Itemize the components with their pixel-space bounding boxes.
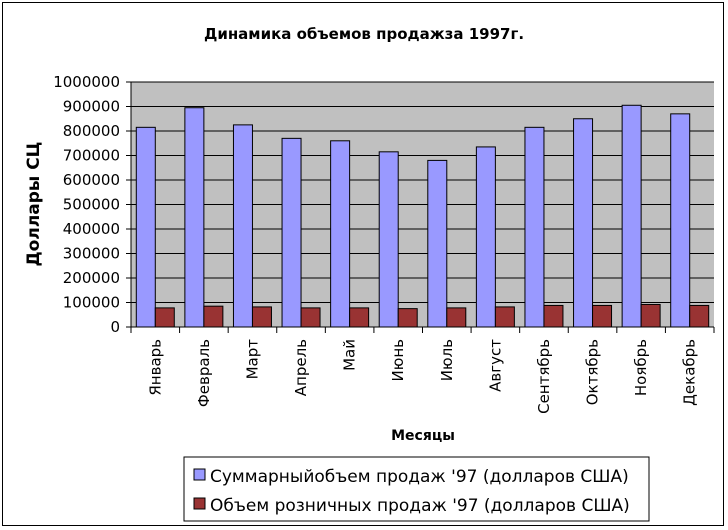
bar-retail-sales (446, 307, 467, 328)
x-tick-label: Май (341, 339, 359, 371)
legend-box (183, 456, 650, 522)
bar-retail-sales (397, 308, 418, 328)
bar-total-sales (378, 151, 399, 328)
bar-total-sales (232, 124, 253, 328)
bar-total-sales (524, 126, 545, 328)
bars (135, 104, 710, 328)
x-tick-label: Июнь (389, 339, 407, 382)
x-tick-label: Июль (438, 339, 456, 381)
bar-total-sales (621, 104, 642, 328)
gridlines (131, 81, 714, 303)
legend-swatch-retail (193, 497, 206, 510)
bar-retail-sales (251, 306, 272, 328)
y-tick-label: 600000 (63, 171, 120, 189)
bar-retail-sales (203, 305, 224, 328)
x-tick-label: Сентябрь (535, 339, 553, 414)
x-axis-ticks: Январь Февраль Март Апрель Май Июнь Июль Август… (130, 327, 715, 414)
legend-label-total: Суммарныйобъем продаж '97 (долларов США) (210, 467, 629, 487)
y-tick-label: 500000 (63, 196, 120, 214)
legend-label-retail: Объем розничных продаж '97 (долларов США… (210, 496, 630, 516)
legend-swatch-total (193, 468, 206, 481)
chart-title: Динамика объемов продажза 1997г. (204, 25, 524, 43)
bar-total-sales (475, 146, 496, 328)
x-tick-label: Август (486, 339, 504, 392)
bar-retail-sales (689, 304, 710, 328)
y-tick-label: 800000 (63, 122, 120, 140)
y-tick-label: 900000 (63, 98, 120, 116)
y-tick-label: 0 (110, 318, 120, 336)
bar-total-sales (573, 118, 594, 328)
y-tick-label: 100000 (63, 294, 120, 312)
bar-retail-sales (154, 307, 175, 328)
bar-total-sales (670, 113, 691, 328)
bar-total-sales (184, 107, 205, 328)
y-tick-label: 700000 (63, 147, 120, 165)
x-tick-label: Декабрь (681, 339, 699, 406)
y-axis-title: Доллары СЦ (24, 142, 44, 267)
y-axis-ticks: 0 100000 200000 300000 400000 500000 600000 700… (53, 73, 131, 336)
bar-retail-sales (543, 304, 564, 328)
bar-retail-sales (300, 307, 321, 328)
bar-retail-sales (494, 306, 515, 328)
x-tick-label: Апрель (292, 339, 310, 396)
bar-retail-sales (640, 303, 661, 328)
x-tick-label: Март (243, 339, 261, 380)
y-tick-label: 1000000 (53, 73, 120, 91)
y-tick-label: 300000 (63, 245, 120, 263)
bar-total-sales (281, 137, 302, 328)
x-tick-label: Октябрь (584, 339, 602, 405)
bar-total-sales (135, 126, 156, 328)
bar-retail-sales (592, 304, 613, 328)
y-tick-label: 200000 (63, 269, 120, 287)
x-tick-label: Ноябрь (632, 339, 650, 396)
bar-total-sales (330, 140, 351, 328)
bar-total-sales (427, 159, 448, 328)
x-tick-label: Февраль (195, 339, 213, 407)
x-axis-title: Месяцы (391, 428, 455, 444)
y-tick-label: 400000 (63, 220, 120, 238)
x-tick-label: Январь (146, 339, 164, 396)
bar-retail-sales (349, 307, 370, 328)
legend: Суммарныйобъем продаж '97 (долларов США)… (183, 456, 650, 522)
